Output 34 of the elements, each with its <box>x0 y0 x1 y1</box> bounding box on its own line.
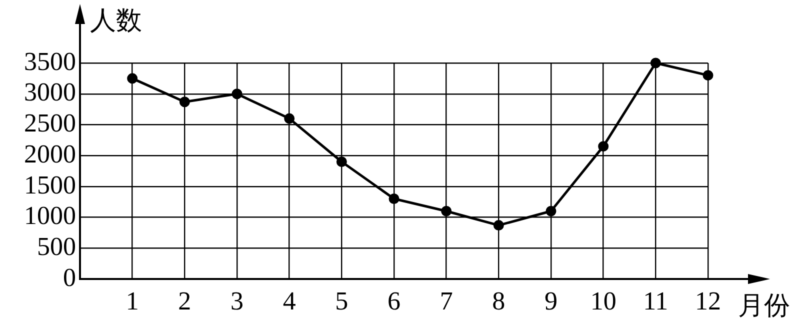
point <box>336 156 347 167</box>
x-tick-label: 4 <box>282 286 296 316</box>
x-tick-label: 7 <box>440 286 453 316</box>
point <box>598 141 609 152</box>
x-tick-label: 11 <box>643 286 668 316</box>
point <box>493 220 504 231</box>
point <box>284 113 295 124</box>
y-tick-label: 3500 <box>24 46 76 76</box>
y-tick-label: 0 <box>63 262 76 292</box>
point <box>650 58 661 68</box>
x-tick-label: 5 <box>335 286 348 316</box>
point <box>179 96 190 108</box>
x-tick-label: 12 <box>695 286 721 316</box>
x-tick-label: 6 <box>388 286 400 316</box>
y-tick-label: 1000 <box>24 201 76 230</box>
y-axis-title: 人数 <box>90 6 142 35</box>
x-tick-label: 8 <box>492 286 506 316</box>
x-tick-label: 10 <box>590 286 616 316</box>
y-tick-label: 2500 <box>24 108 76 138</box>
x-tick-label: 1 <box>126 286 139 316</box>
y-tick-label: 3000 <box>24 78 76 107</box>
x-axis-title: 月份 <box>738 290 790 320</box>
point <box>702 70 714 81</box>
point <box>388 194 400 204</box>
x-tick-label: 2 <box>178 286 192 316</box>
y-tick-label: 2000 <box>24 139 76 168</box>
point <box>127 73 138 84</box>
point <box>441 206 452 216</box>
point <box>546 206 556 216</box>
y-tick-label: 1500 <box>24 170 76 200</box>
x-tick-label: 3 <box>230 286 244 316</box>
y-tick-label: 500 <box>37 232 76 261</box>
point <box>232 88 242 100</box>
x-tick-label: 9 <box>544 286 558 316</box>
